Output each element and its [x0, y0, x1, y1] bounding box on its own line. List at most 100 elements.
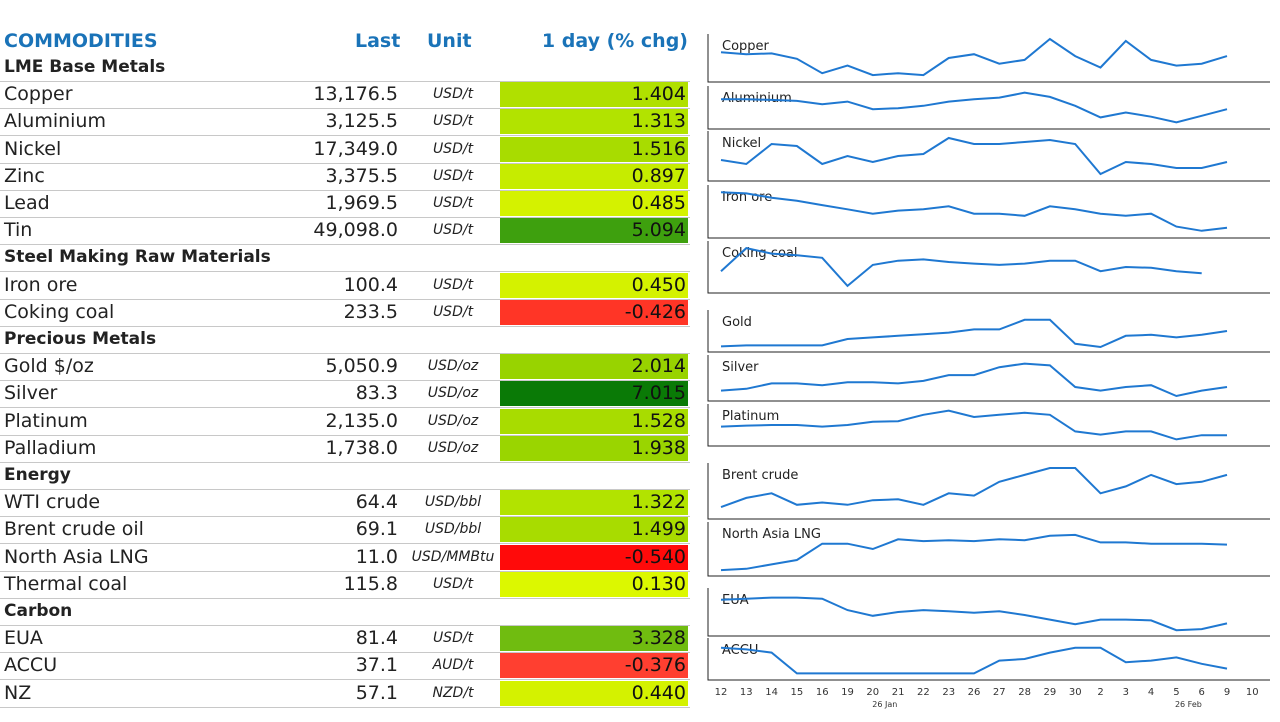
section-title: Energy: [4, 465, 71, 485]
x-tick-label: 14: [765, 687, 778, 698]
series-line: [720, 136, 1228, 176]
chg-value: 0.440: [500, 680, 688, 706]
section-row: Precious Metals: [0, 326, 690, 354]
x-tick-label: 26: [968, 687, 981, 698]
x-tick-label: 16: [816, 687, 829, 698]
panel-axis: [707, 86, 1270, 130]
commodity-name: Iron ore: [4, 273, 78, 296]
sparkline-accu: ACCU: [707, 638, 1270, 681]
last-value: 5,050.9: [325, 355, 398, 378]
last-header: Last: [355, 30, 401, 52]
last-value: 57.1: [355, 681, 398, 704]
series-line: [720, 533, 1228, 572]
unit-value: USD/MMBtu: [411, 548, 495, 565]
table-row: Thermal coal 115.8 USD/t 0.130: [0, 571, 690, 599]
unit-value: USD/t: [432, 303, 474, 320]
series-label: Coking coal: [722, 246, 797, 261]
panel-axis: [707, 638, 1270, 681]
table-row: EUA 81.4 USD/t 3.328: [0, 625, 690, 654]
series-line: [720, 247, 1202, 288]
last-value: 81.4: [355, 627, 398, 650]
unit-value: USD/t: [432, 222, 474, 239]
last-value: 17,349.0: [313, 137, 398, 160]
series-line: [720, 318, 1228, 349]
commodity-name: North Asia LNG: [4, 545, 149, 568]
x-tick-label: 22: [917, 687, 930, 698]
chg-value: -0.376: [500, 653, 688, 679]
last-value: 233.5: [343, 300, 398, 323]
x-tick-label: 29: [1044, 687, 1057, 698]
panel-axis: [707, 185, 1270, 239]
x-tick-label: 20: [866, 687, 879, 698]
section-row: Carbon: [0, 598, 690, 626]
unit-value: USD/oz: [427, 385, 479, 402]
last-value: 69.1: [355, 518, 398, 541]
chg-value: 7.015: [500, 381, 688, 407]
panel-axis: [707, 34, 1270, 83]
x-tick-label: 5: [1173, 687, 1179, 698]
sparkline-platinum: Platinum: [707, 404, 1270, 447]
x-tick-label: 3: [1123, 687, 1129, 698]
section-title: Carbon: [4, 601, 73, 621]
last-value: 2,135.0: [325, 409, 398, 432]
table-row: Copper 13,176.5 USD/t 1.404: [0, 81, 690, 110]
chg-value: 3.328: [500, 626, 688, 652]
chg-value: -0.540: [500, 544, 688, 570]
x-tick-label: 2: [1097, 687, 1103, 698]
table-row: Gold $/oz 5,050.9 USD/oz 2.014: [0, 353, 690, 382]
last-value: 83.3: [355, 382, 398, 405]
table-row: Coking coal 233.5 USD/t -0.426: [0, 299, 690, 327]
panel-axis: [707, 355, 1270, 402]
chg-value: 1.516: [500, 136, 688, 162]
chg-value: 2.014: [500, 354, 688, 380]
sparkline-chart: Copper Aluminium Nickel Iron ore Coking coal…: [707, 34, 1270, 709]
x-tick-label: 12: [715, 687, 728, 698]
series-line: [720, 409, 1227, 441]
commodity-name: Gold $/oz: [4, 355, 94, 378]
sparkline-nickel: Nickel: [707, 131, 1270, 182]
section-row: Energy: [0, 462, 690, 490]
section-row: Steel Making Raw Materials: [0, 244, 690, 273]
chg-value: 1.322: [500, 490, 688, 516]
series-line: [720, 37, 1228, 77]
commodity-name: Zinc: [4, 164, 45, 187]
series-label: EUA: [722, 593, 749, 608]
commodity-name: WTI crude: [4, 491, 101, 514]
last-value: 3,125.5: [325, 110, 398, 133]
section-title: Precious Metals: [4, 329, 157, 349]
sparkline-north-asia-lng: North Asia LNG: [707, 522, 1270, 577]
last-value: 3,375.5: [325, 164, 398, 187]
chg-value: 1.528: [500, 408, 688, 434]
commodity-name: EUA: [4, 627, 43, 650]
chg-value: 1.404: [500, 82, 688, 108]
unit-value: USD/t: [432, 86, 474, 103]
month-label: 26 Jan: [872, 700, 897, 709]
commodity-name: Thermal coal: [4, 572, 128, 595]
table-row: ACCU 37.1 AUD/t -0.376: [0, 652, 690, 681]
table-row: Nickel 17,349.0 USD/t 1.516: [0, 136, 690, 164]
commodity-name: NZ: [4, 681, 32, 704]
sparkline-gold: Gold: [707, 310, 1270, 353]
unit-value: USD/t: [432, 167, 474, 184]
table-row: Tin 49,098.0 USD/t 5.094: [0, 217, 690, 246]
chg-value: 0.897: [500, 163, 688, 189]
series-line: [720, 467, 1228, 509]
series-line: [720, 646, 1228, 675]
sparkline-panel: Copper Aluminium Nickel Iron ore Coking coal…: [700, 28, 1270, 718]
series-line: [720, 596, 1228, 632]
series-label: Platinum: [722, 409, 779, 424]
series-line: [720, 362, 1228, 398]
panel-axis: [707, 463, 1270, 520]
unit-value: USD/bbl: [424, 521, 482, 538]
panel-axis: [707, 404, 1270, 447]
unit-value: USD/oz: [427, 358, 479, 375]
commodity-name: Aluminium: [4, 110, 106, 133]
table-row: NZ 57.1 NZD/t 0.440: [0, 680, 690, 708]
sparkline-silver: Silver: [707, 355, 1270, 402]
panel-axis: [707, 131, 1270, 182]
chg-value: 0.450: [500, 272, 688, 298]
chg-value: 5.094: [500, 218, 688, 244]
chg-value: 0.485: [500, 191, 688, 216]
unit-value: USD/t: [432, 140, 474, 157]
table-row: Platinum 2,135.0 USD/oz 1.528: [0, 408, 690, 436]
